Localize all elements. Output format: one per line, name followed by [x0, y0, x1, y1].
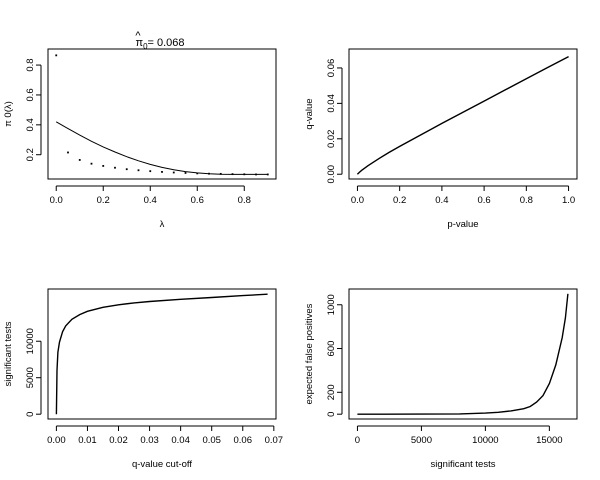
data-point — [172, 171, 175, 174]
y-tick-label: 0.06 — [326, 59, 337, 78]
x-tick-label: 0.0 — [351, 195, 364, 206]
x-tick-label: 0.0 — [50, 195, 63, 206]
x-axis: 0.0 0.2 0.4 0.6 0.8 — [50, 185, 251, 206]
x-tick-label: 0.07 — [265, 435, 284, 446]
x-tick-label: 5000 — [411, 435, 432, 446]
y-tick-label: 0.4 — [25, 118, 36, 131]
x-tick-label: 10000 — [472, 435, 498, 446]
plot-frame — [348, 48, 578, 180]
x-axis: 0 5000 10000 15000 — [355, 425, 563, 446]
data-point — [243, 173, 246, 176]
x-tick-label: 0.00 — [47, 435, 66, 446]
title-hat: ^ — [135, 30, 141, 42]
data-point — [149, 170, 152, 173]
panel-2: 0.0 0.2 0.4 0.6 0.8 1.0 0.00 0.02 0.04 0.06 p-valu… — [304, 48, 578, 230]
y-tick-label: 600 — [326, 341, 337, 357]
x-axis-label: significant tests — [431, 459, 496, 470]
y-axis-label: q-value — [304, 98, 315, 129]
data-point — [102, 165, 105, 167]
x-tick-label: 0.4 — [435, 195, 448, 206]
data-point — [78, 159, 81, 161]
data-point — [219, 172, 222, 175]
plot-frame — [348, 288, 578, 420]
x-tick-label: 0.04 — [171, 435, 190, 446]
plot-frame — [47, 48, 277, 180]
series-line — [356, 55, 569, 175]
x-tick-label: 1.0 — [562, 195, 575, 206]
chart-title: π0= 0.068 — [135, 37, 184, 51]
y-tick-label: 10000 — [25, 328, 36, 354]
data-point — [90, 162, 93, 165]
panel-3: 0.00 0.01 0.02 0.03 0.04 0.05 0.06 0.07 0 5000 100… — [3, 288, 284, 470]
x-tick-label: 0.8 — [520, 195, 533, 206]
plot-frame — [47, 288, 277, 420]
y-axis: 0 200 600 1000 — [326, 294, 343, 417]
x-axis-label: p-value — [447, 219, 478, 230]
x-axis-label: λ — [160, 219, 165, 230]
data-point — [184, 172, 187, 174]
data-point — [266, 173, 269, 176]
data-point — [231, 173, 234, 176]
data-point — [55, 54, 58, 57]
y-axis-label: significant tests — [3, 321, 14, 386]
x-tick-label: 0.03 — [140, 435, 159, 446]
series-line — [55, 121, 268, 175]
data-point — [196, 172, 199, 175]
y-tick-label: 0 — [25, 412, 36, 417]
y-tick-label: 0.8 — [25, 58, 36, 71]
y-axis: 0.00 0.02 0.04 0.06 — [326, 59, 343, 184]
y-tick-label: 0.02 — [326, 130, 337, 149]
x-tick-label: 0.2 — [97, 195, 110, 206]
y-tick-label: 1000 — [326, 294, 337, 315]
series-line — [55, 293, 268, 415]
x-tick-label: 0.6 — [478, 195, 491, 206]
x-tick-label: 15000 — [536, 435, 562, 446]
x-tick-label: 0.8 — [238, 195, 251, 206]
y-tick-label: 0.00 — [326, 165, 337, 184]
y-axis: 0 5000 10000 — [25, 328, 42, 417]
x-tick-label: 0 — [355, 435, 360, 446]
panel-1: 0.0 0.2 0.4 0.6 0.8 0.2 0.4 0.6 0.8 λ π 0(λ) ^π0= 0… — [3, 30, 277, 230]
x-tick-label: 0.2 — [393, 195, 406, 206]
x-axis: 0.00 0.01 0.02 0.03 0.04 0.05 0.06 0.07 — [47, 425, 284, 446]
y-tick-label: 0.04 — [326, 94, 337, 113]
y-tick-label: 0.6 — [25, 88, 36, 101]
y-axis-label: expected false positives — [304, 303, 315, 404]
y-tick-label: 0 — [326, 412, 337, 417]
x-tick-label: 0.02 — [109, 435, 128, 446]
data-point — [137, 169, 140, 172]
x-axis: 0.0 0.2 0.4 0.6 0.8 1.0 — [351, 185, 575, 206]
panel-4: 0 5000 10000 15000 0 200 600 1000 significant te… — [304, 288, 578, 470]
data-point — [125, 168, 128, 171]
data-point — [67, 151, 69, 154]
series-line — [357, 293, 569, 415]
data-point — [208, 172, 210, 175]
data-point — [161, 171, 163, 173]
x-tick-label: 0.4 — [144, 195, 157, 206]
y-tick-label: 0.2 — [25, 148, 36, 161]
x-tick-label: 0.6 — [191, 195, 204, 206]
y-tick-label: 5000 — [25, 367, 36, 388]
data-point — [255, 173, 257, 176]
x-tick-label: 0.01 — [78, 435, 97, 446]
x-axis-label: q-value cut-off — [132, 459, 192, 470]
y-axis-label: π 0(λ) — [3, 101, 14, 127]
y-tick-label: 200 — [326, 384, 337, 400]
y-axis: 0.2 0.4 0.6 0.8 — [25, 58, 42, 161]
x-tick-label: 0.05 — [202, 435, 221, 446]
data-point — [114, 166, 116, 169]
x-tick-label: 0.06 — [234, 435, 253, 446]
